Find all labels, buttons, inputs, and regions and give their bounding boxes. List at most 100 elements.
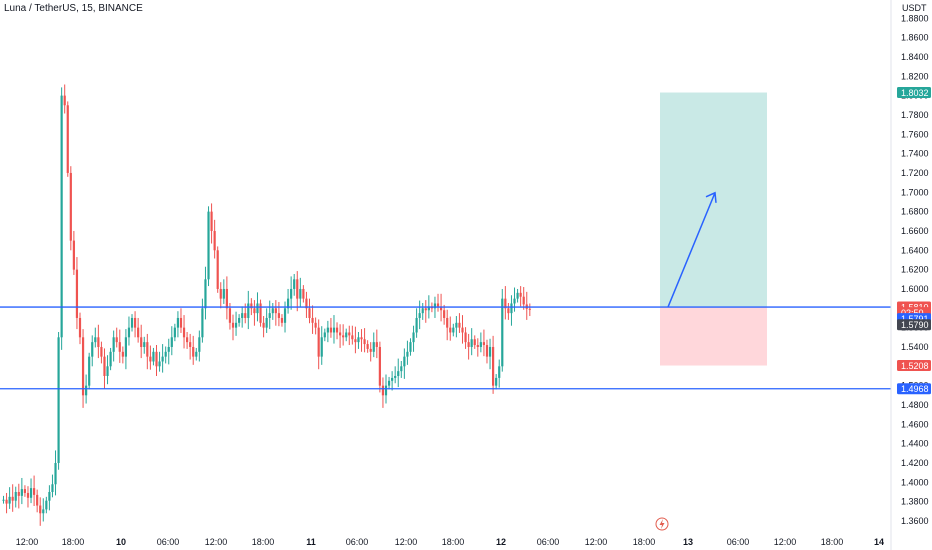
long-position-tool <box>660 92 767 366</box>
candle <box>369 342 372 362</box>
candle <box>88 352 91 390</box>
candle <box>299 277 302 307</box>
candle <box>381 377 385 408</box>
candle <box>501 288 504 372</box>
price-tick-label: 1.4200 <box>901 458 929 468</box>
candle <box>253 300 256 326</box>
candle <box>29 478 33 504</box>
candle <box>277 302 280 327</box>
candle <box>305 291 308 318</box>
time-tick-label: 12:00 <box>585 537 608 547</box>
candle <box>17 483 20 509</box>
candle <box>286 288 290 314</box>
candle <box>265 308 268 333</box>
price-tick-label: 1.8200 <box>901 71 929 81</box>
profit-zone[interactable] <box>660 92 767 308</box>
candle <box>198 330 201 362</box>
candle <box>109 347 112 371</box>
price-tick-label: 1.3800 <box>901 497 929 507</box>
candle <box>498 359 501 388</box>
candle <box>155 345 158 376</box>
horizontal-levels <box>0 306 891 390</box>
candle <box>360 329 363 352</box>
candle <box>403 348 406 379</box>
candle <box>189 333 192 360</box>
candle <box>146 333 149 370</box>
candle <box>513 287 516 312</box>
candle <box>302 285 305 303</box>
candle <box>458 313 461 333</box>
candle <box>357 331 360 349</box>
candle <box>363 328 366 353</box>
candle <box>36 489 39 513</box>
time-tick-label: 11 <box>306 537 316 547</box>
candle <box>296 271 299 312</box>
candle <box>115 327 118 348</box>
candle <box>78 312 82 345</box>
candle <box>488 338 492 370</box>
candle <box>329 317 333 338</box>
lightning-icon[interactable] <box>655 517 669 531</box>
candle <box>372 332 375 358</box>
candle <box>476 338 479 357</box>
candle <box>446 309 449 341</box>
stop-zone[interactable] <box>660 307 767 366</box>
candle <box>262 316 265 338</box>
price-tick-label: 1.6400 <box>901 245 929 255</box>
candle <box>66 101 69 177</box>
candle <box>121 346 124 364</box>
candle <box>137 317 140 343</box>
candle <box>11 484 14 512</box>
candle <box>204 266 207 320</box>
candle <box>516 288 519 303</box>
candle <box>48 485 51 511</box>
svg-text:1.5791: 1.5791 <box>901 314 929 324</box>
chart-title: Luna / TetherUS, 15, BINANCE <box>4 3 143 14</box>
candle <box>210 203 213 244</box>
candle <box>20 477 23 505</box>
candle <box>354 326 357 354</box>
candle <box>332 315 336 344</box>
candle <box>91 335 94 367</box>
candle <box>238 314 241 327</box>
candle <box>176 311 180 338</box>
candle <box>164 346 167 364</box>
candle <box>33 475 36 507</box>
price-tick-label: 1.6800 <box>901 207 929 217</box>
time-tick-label: 10 <box>116 537 126 547</box>
candle <box>130 314 134 332</box>
time-tick-label: 18:00 <box>633 537 656 547</box>
price-tick-label: 1.6000 <box>901 284 929 294</box>
candle <box>57 331 60 470</box>
candle <box>335 322 339 340</box>
candle <box>323 328 326 342</box>
arrow-shaft[interactable] <box>667 192 716 308</box>
candle <box>118 329 121 363</box>
candle <box>311 305 314 334</box>
candle <box>528 303 531 317</box>
time-tick-label: 18:00 <box>821 537 844 547</box>
candle <box>14 486 17 508</box>
candle <box>133 311 137 338</box>
candle <box>39 497 42 526</box>
svg-text:1.8032: 1.8032 <box>901 88 929 98</box>
candle <box>320 326 323 365</box>
price-tick-label: 1.6600 <box>901 226 929 236</box>
candle <box>436 293 440 312</box>
candle <box>179 308 183 333</box>
candle <box>23 485 27 497</box>
candle <box>326 320 329 343</box>
candle <box>213 219 216 259</box>
candle <box>241 306 244 328</box>
candle <box>455 316 458 338</box>
candle <box>391 371 394 391</box>
time-tick-label: 14 <box>874 537 884 547</box>
price-tick-label: 1.7600 <box>901 129 929 139</box>
candle <box>317 319 320 370</box>
candle <box>207 206 210 287</box>
price-tag: 1.8032 <box>897 87 931 99</box>
candle <box>5 492 8 514</box>
candle <box>42 498 45 522</box>
price-tick-label: 1.8800 <box>901 13 929 23</box>
